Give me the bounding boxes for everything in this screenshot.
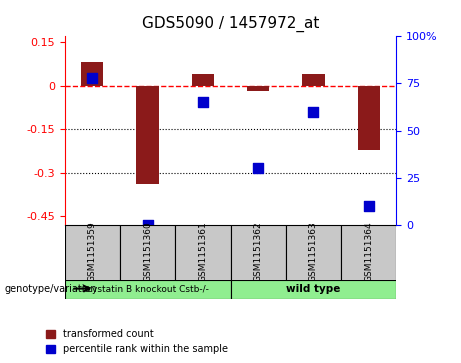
Bar — [81, 62, 103, 86]
FancyBboxPatch shape — [65, 280, 230, 299]
Point — [199, 99, 207, 105]
Legend: transformed count, percentile rank within the sample: transformed count, percentile rank withi… — [42, 326, 232, 358]
FancyBboxPatch shape — [120, 225, 175, 283]
FancyBboxPatch shape — [286, 225, 341, 283]
Text: genotype/variation: genotype/variation — [5, 284, 97, 294]
Title: GDS5090 / 1457972_at: GDS5090 / 1457972_at — [142, 16, 319, 32]
Bar — [192, 74, 214, 86]
Text: GSM1151361: GSM1151361 — [198, 221, 207, 282]
Bar — [247, 86, 269, 91]
Text: GSM1151364: GSM1151364 — [364, 221, 373, 282]
Point — [365, 203, 372, 209]
FancyBboxPatch shape — [341, 225, 396, 283]
FancyBboxPatch shape — [175, 225, 230, 283]
Point — [144, 222, 151, 228]
Bar — [136, 86, 159, 184]
Bar — [302, 74, 325, 86]
Text: GSM1151363: GSM1151363 — [309, 221, 318, 282]
Text: GSM1151362: GSM1151362 — [254, 221, 263, 282]
Point — [310, 109, 317, 115]
FancyBboxPatch shape — [65, 225, 120, 283]
Bar — [358, 86, 380, 150]
FancyBboxPatch shape — [230, 225, 286, 283]
Text: wild type: wild type — [286, 285, 341, 294]
Text: GSM1151359: GSM1151359 — [88, 221, 97, 282]
FancyBboxPatch shape — [230, 280, 396, 299]
Point — [254, 166, 262, 171]
Text: cystatin B knockout Cstb-/-: cystatin B knockout Cstb-/- — [87, 285, 208, 294]
Point — [89, 75, 96, 81]
Text: GSM1151360: GSM1151360 — [143, 221, 152, 282]
